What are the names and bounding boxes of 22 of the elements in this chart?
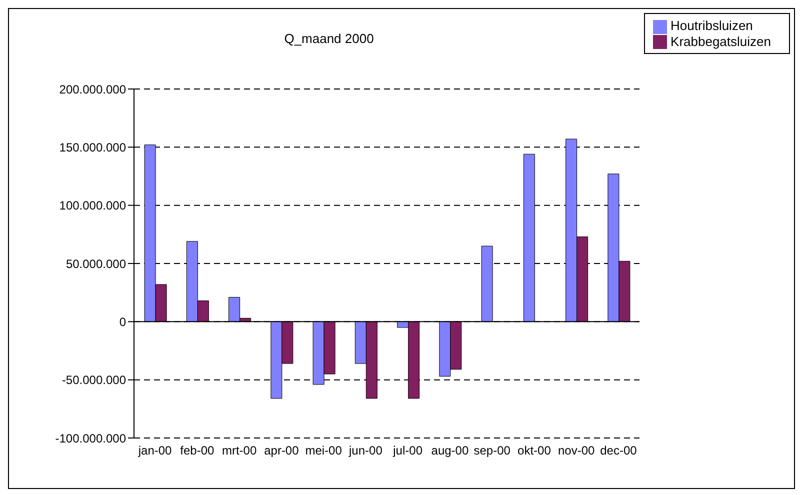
y-tick-label: 200.000.000 [59, 82, 126, 96]
y-tick-label: -50.000.000 [62, 373, 126, 388]
y-tick-label: 100.000.000 [59, 198, 126, 213]
x-tick-label: aug-00 [431, 444, 469, 458]
y-tick-label: 0 [119, 314, 126, 329]
x-tick-label: mrt-00 [222, 444, 257, 458]
x-tick-label: jan-00 [137, 444, 172, 458]
x-tick-label: okt-00 [518, 444, 552, 458]
x-tick-label: jun-00 [348, 444, 383, 458]
x-tick-label: sep-00 [474, 444, 511, 458]
legend-label: Krabbegatsluizen [670, 34, 771, 49]
x-tick-label: dec-00 [600, 444, 638, 458]
chart-title: Q_maand 2000 [283, 31, 375, 46]
legend-label: Houtribsluizen [670, 18, 753, 33]
x-tick-label: apr-00 [264, 444, 300, 458]
x-tick-label: feb-00 [180, 444, 215, 458]
x-tick-label: mei-00 [305, 444, 342, 458]
y-tick-label: 50.000.000 [66, 256, 126, 271]
y-tick-label: -100.000.000 [55, 431, 126, 446]
y-tick-label: 150.000.000 [59, 140, 126, 154]
x-tick-label: jul-00 [392, 444, 423, 458]
x-tick-label: nov-00 [558, 444, 596, 458]
